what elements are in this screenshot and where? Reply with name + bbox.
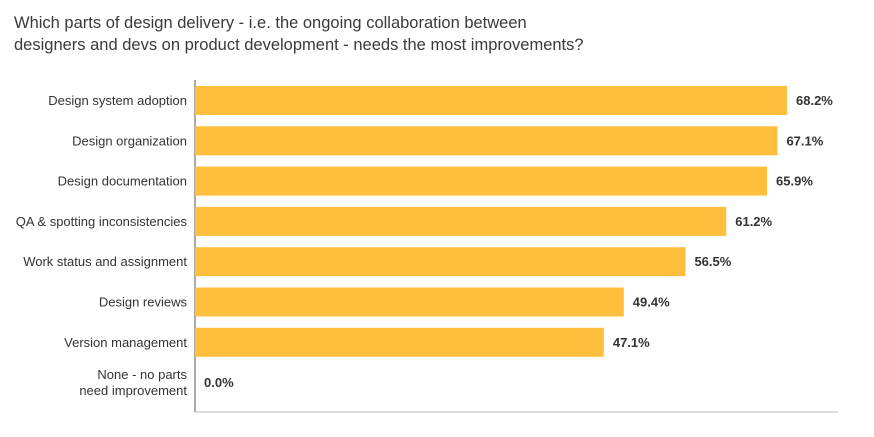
category-label-2: Design documentation — [58, 174, 187, 189]
chart-title-line-1: Which parts of design delivery - i.e. th… — [14, 14, 527, 32]
bar-4 — [195, 247, 686, 277]
category-label-0: Design system adoption — [48, 93, 187, 108]
category-label-4: Work status and assignment — [23, 254, 187, 269]
chart-title: Which parts of design delivery - i.e. th… — [14, 12, 864, 56]
bar-3 — [195, 206, 727, 236]
bar-6 — [195, 327, 604, 357]
value-label-3: 61.2% — [735, 214, 772, 229]
value-label-7: 0.0% — [204, 375, 234, 390]
value-label-6: 47.1% — [613, 335, 650, 350]
value-label-0: 68.2% — [796, 93, 833, 108]
value-label-2: 65.9% — [776, 174, 813, 189]
bar-5 — [195, 287, 624, 317]
category-label-7-1: need improvement — [79, 383, 187, 398]
category-label-7-0: None - no parts — [97, 367, 187, 382]
bar-2 — [195, 166, 768, 196]
category-label-5: Design reviews — [99, 295, 188, 310]
bar-1 — [195, 126, 778, 156]
value-label-1: 67.1% — [786, 133, 823, 148]
value-label-4: 56.5% — [694, 254, 731, 269]
value-label-5: 49.4% — [633, 295, 670, 310]
bar-0 — [195, 86, 787, 115]
category-label-6: Version management — [64, 335, 187, 350]
chart-title-line-2: designers and devs on product developmen… — [14, 36, 584, 54]
category-label-1: Design organization — [72, 133, 187, 148]
category-label-3: QA & spotting inconsistencies — [16, 214, 188, 229]
